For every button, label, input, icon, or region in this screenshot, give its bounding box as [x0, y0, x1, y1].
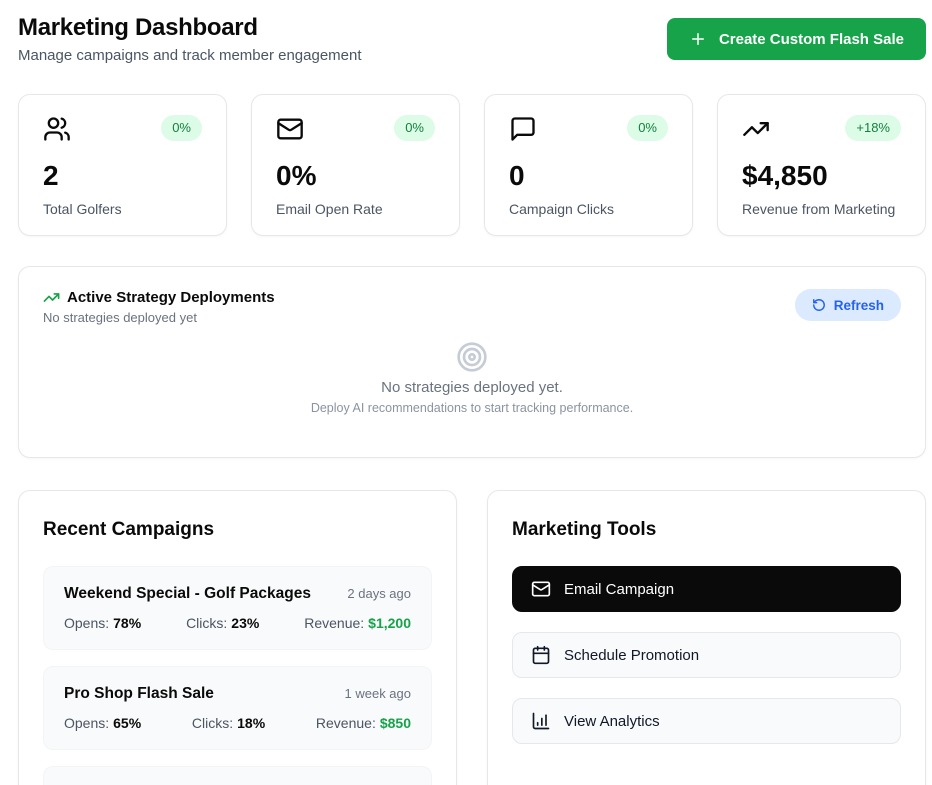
recent-campaigns-title: Recent Campaigns: [43, 519, 215, 540]
strategy-panel-subtitle: No strategies deployed yet: [43, 310, 197, 325]
email-campaign-button[interactable]: Email Campaign: [512, 566, 901, 612]
marketing-tools-card: Marketing Tools Email Campaign Schedule …: [487, 490, 926, 785]
status-badge: 0%: [627, 115, 668, 141]
refresh-button[interactable]: Refresh: [794, 289, 901, 321]
stat-label: Campaign Clicks: [509, 201, 615, 217]
empty-state-subtitle: Deploy AI recommendations to start track…: [310, 401, 634, 415]
empty-state-title: No strategies deployed yet.: [381, 379, 563, 396]
create-custom-flash-sale-button[interactable]: Create Custom Flash Sale: [666, 18, 926, 60]
campaign-clicks: Clicks: 18%: [191, 715, 266, 731]
stat-label: Revenue from Marketing: [742, 201, 896, 217]
campaign-time: 2 days ago: [347, 586, 411, 601]
campaign-stats: Opens: 65% Clicks: 18% Revenue: $850: [64, 715, 411, 731]
refresh-icon: [812, 298, 826, 312]
campaign-item-header: Pro Shop Flash Sale 1 week ago: [64, 685, 411, 703]
marketing-tools-title: Marketing Tools: [512, 519, 657, 540]
campaign-clicks: Clicks: 23%: [186, 615, 260, 631]
target-icon: [456, 341, 488, 373]
page-header: Marketing Dashboard Manage campaigns and…: [18, 0, 926, 64]
strategy-deployments-panel: Active Strategy Deployments No strategie…: [18, 266, 926, 458]
campaign-item-header: Weekend Special - Golf Packages 2 days a…: [64, 585, 411, 603]
strategy-panel-title: Active Strategy Deployments: [67, 289, 275, 306]
mail-icon: [531, 579, 551, 599]
stat-label: Total Golfers: [43, 201, 122, 217]
campaign-item[interactable]: [43, 766, 432, 785]
strategy-header-text: Active Strategy Deployments No strategie…: [43, 289, 275, 325]
campaign-revenue: Revenue: $1,200: [304, 615, 411, 631]
stats-row: 0% 2 Total Golfers 0% 0% Email Open Rate…: [18, 94, 926, 236]
page-title: Marketing Dashboard: [18, 14, 258, 41]
campaign-name: Weekend Special - Golf Packages: [64, 585, 311, 602]
stat-value: 0: [509, 160, 525, 191]
campaign-name: Pro Shop Flash Sale: [64, 685, 214, 702]
stat-card-email-open-rate: 0% 0% Email Open Rate: [251, 94, 460, 236]
stat-card-top: 0%: [276, 115, 435, 143]
stat-value: $4,850: [742, 160, 828, 191]
campaign-opens: Opens: 78%: [64, 615, 142, 631]
stat-card-top: 0%: [43, 115, 202, 143]
trending-up-icon: [742, 115, 770, 143]
campaign-opens: Opens: 65%: [64, 715, 142, 731]
create-button-label: Create Custom Flash Sale: [718, 30, 904, 48]
header-text: Marketing Dashboard Manage campaigns and…: [18, 14, 362, 64]
tools-list: Email Campaign Schedule Promotion View A…: [512, 566, 901, 744]
tool-button-label: View Analytics: [564, 712, 660, 730]
users-icon: [43, 115, 71, 143]
campaign-time: 1 week ago: [344, 686, 412, 701]
strategy-panel-header: Active Strategy Deployments No strategie…: [43, 289, 901, 325]
view-analytics-button[interactable]: View Analytics: [512, 698, 901, 744]
status-badge: 0%: [161, 115, 202, 141]
stat-value: 2: [43, 160, 59, 191]
status-badge: 0%: [394, 115, 435, 141]
bar-chart-icon: [531, 711, 551, 731]
schedule-promotion-button[interactable]: Schedule Promotion: [512, 632, 901, 678]
mail-icon: [276, 115, 304, 143]
stat-label: Email Open Rate: [276, 201, 383, 217]
campaign-item[interactable]: Pro Shop Flash Sale 1 week ago Opens: 65%…: [43, 666, 432, 750]
tool-button-label: Schedule Promotion: [564, 646, 700, 664]
calendar-icon: [531, 645, 551, 665]
stat-card-top: +18%: [742, 115, 901, 143]
trending-up-icon: [43, 289, 60, 306]
campaign-stats: Opens: 78% Clicks: 23% Revenue: $1,200: [64, 615, 411, 631]
recent-campaigns-card: Recent Campaigns Weekend Special - Golf …: [18, 490, 457, 785]
stat-card-campaign-clicks: 0% 0 Campaign Clicks: [484, 94, 693, 236]
status-badge: +18%: [845, 115, 901, 141]
stat-card-total-golfers: 0% 2 Total Golfers: [18, 94, 227, 236]
page-subtitle: Manage campaigns and track member engage…: [18, 47, 362, 64]
campaign-revenue: Revenue: $850: [315, 715, 411, 731]
campaign-list: Weekend Special - Golf Packages 2 days a…: [43, 566, 432, 785]
campaign-item[interactable]: Weekend Special - Golf Packages 2 days a…: [43, 566, 432, 650]
stat-value: 0%: [276, 160, 317, 191]
bottom-row: Recent Campaigns Weekend Special - Golf …: [18, 490, 926, 785]
plus-icon: [689, 30, 707, 48]
stat-card-revenue: +18% $4,850 Revenue from Marketing: [717, 94, 926, 236]
page-content: Marketing Dashboard Manage campaigns and…: [18, 0, 926, 785]
stat-card-top: 0%: [509, 115, 668, 143]
strategy-title-row: Active Strategy Deployments: [43, 289, 275, 306]
refresh-button-label: Refresh: [833, 297, 884, 313]
message-square-icon: [509, 115, 537, 143]
tool-button-label: Email Campaign: [564, 580, 675, 598]
strategy-empty-state: No strategies deployed yet. Deploy AI re…: [43, 341, 901, 415]
